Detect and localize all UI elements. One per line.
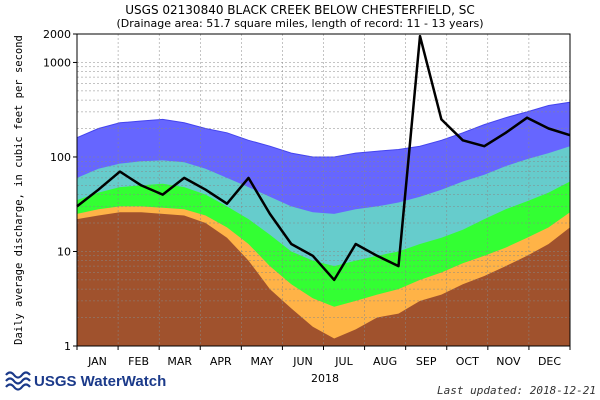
- last-updated: Last updated: 2018-12-21: [437, 384, 596, 397]
- x-tick-label: DEC: [538, 355, 561, 368]
- x-tick-label: JAN: [87, 355, 107, 368]
- y-axis-ticks: 1 10 100 1000 2000: [43, 28, 77, 353]
- flow-series: [76, 34, 571, 282]
- wave-icon: [5, 371, 31, 391]
- y-axis-label: Daily average discharge, in cubic feet p…: [13, 35, 25, 345]
- chart-subtitle: (Drainage area: 51.7 square miles, lengt…: [116, 17, 483, 30]
- x-tick-label: JUN: [292, 355, 313, 368]
- x-tick-label: NOV: [496, 355, 521, 368]
- x-tick-label: FEB: [128, 355, 149, 368]
- x-tick-label: MAY: [250, 355, 273, 368]
- x-tick-label: AUG: [373, 355, 397, 368]
- y-tick-label: 2000: [43, 28, 71, 41]
- x-tick-label: SEP: [416, 355, 437, 368]
- y-tick-label: 100: [50, 151, 71, 164]
- x-tick-label: APR: [210, 355, 232, 368]
- x-tick-label: OCT: [456, 355, 479, 368]
- x-axis-year-label: 2018: [311, 372, 339, 385]
- x-tick-label: JUL: [334, 355, 353, 368]
- y-tick-label: 10: [57, 246, 71, 259]
- x-axis-ticks: JAN FEB MAR APR MAY JUN JUL AUG SEP OCT NOV DEC: [76, 346, 571, 368]
- band-0: [77, 212, 570, 346]
- y-tick-label: 1000: [43, 57, 71, 70]
- chart-title: USGS 02130840 BLACK CREEK BELOW CHESTERF…: [125, 3, 474, 17]
- logo-text: USGS WaterWatch: [34, 373, 166, 390]
- y-tick-label: 1: [64, 340, 71, 353]
- flow-line: [76, 34, 571, 282]
- usgs-logo: USGS WaterWatch: [5, 371, 166, 391]
- x-tick-label: MAR: [167, 355, 192, 368]
